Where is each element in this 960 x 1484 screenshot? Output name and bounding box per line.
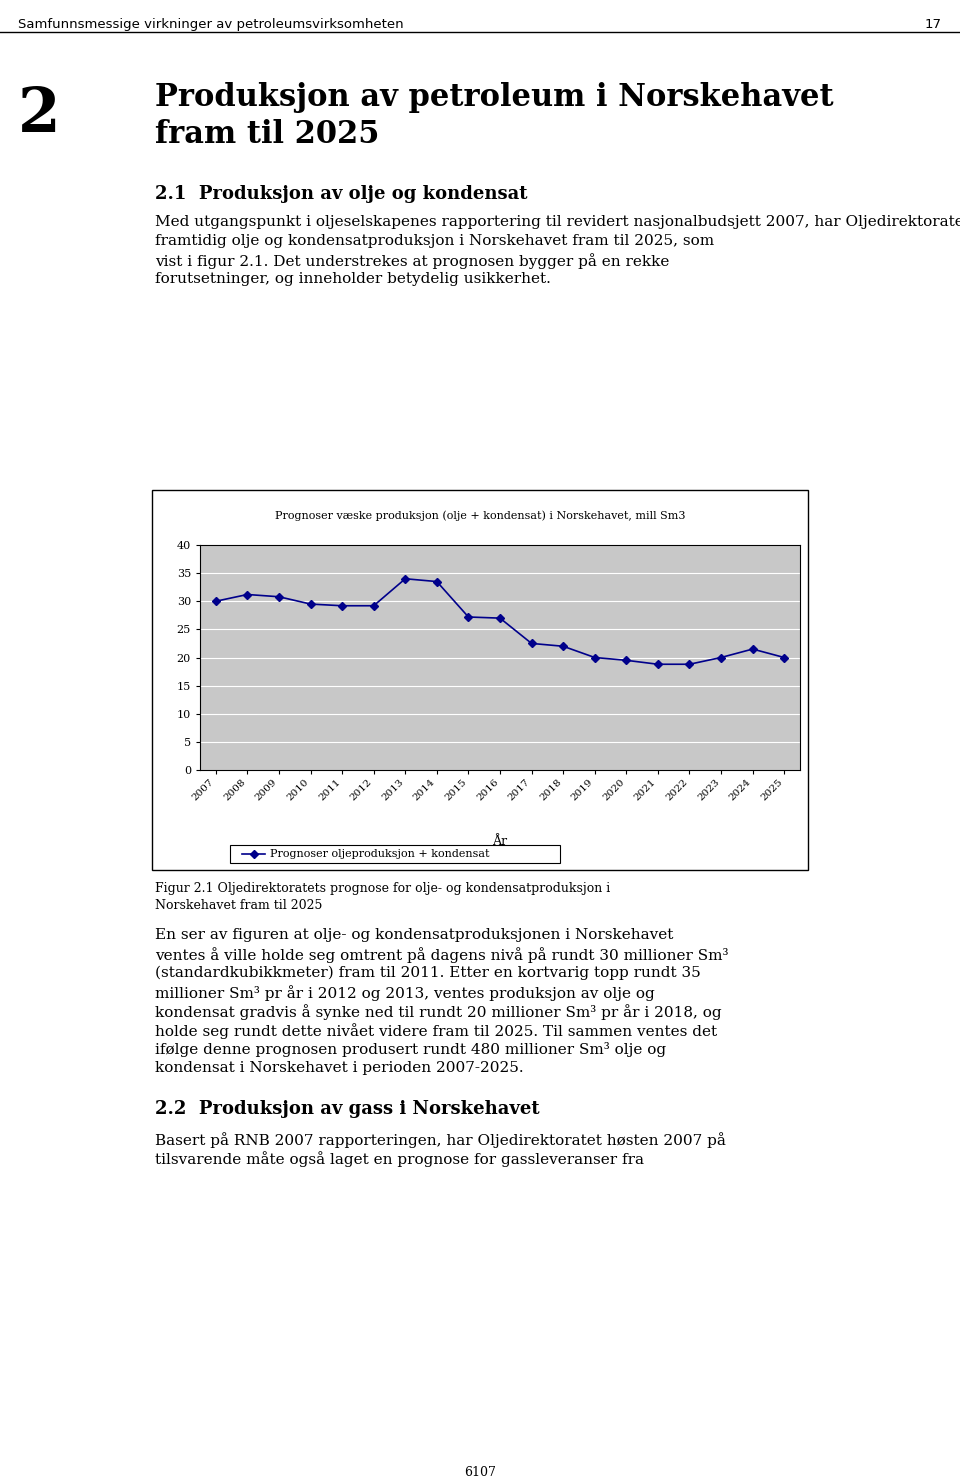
Text: forutsetninger, og inneholder betydelig usikkerhet.: forutsetninger, og inneholder betydelig … — [155, 272, 551, 286]
Text: kondensat gradvis å synke ned til rundt 20 millioner Sm³ pr år i 2018, og: kondensat gradvis å synke ned til rundt … — [155, 1005, 722, 1020]
Bar — [230, 844, 560, 864]
Text: (standardkubikkmeter) fram til 2011. Etter en kortvarig topp rundt 35: (standardkubikkmeter) fram til 2011. Ett… — [155, 966, 701, 981]
Text: holde seg rundt dette nivået videre fram til 2025. Til sammen ventes det: holde seg rundt dette nivået videre fram… — [155, 1022, 717, 1039]
Text: ifølge denne prognosen produsert rundt 480 millioner Sm³ olje og: ifølge denne prognosen produsert rundt 4… — [155, 1042, 666, 1057]
Text: 2: 2 — [18, 85, 60, 145]
Text: 2.2  Produksjon av gass i Norskehavet: 2.2 Produksjon av gass i Norskehavet — [155, 1100, 540, 1117]
Text: Samfunnsmessige virkninger av petroleumsvirksomheten: Samfunnsmessige virkninger av petroleums… — [18, 18, 403, 31]
Text: tilsvarende måte også laget en prognose for gassleveranser fra: tilsvarende måte også laget en prognose … — [155, 1152, 644, 1166]
Text: 6107: 6107 — [464, 1466, 496, 1480]
Text: År: År — [492, 835, 508, 847]
Text: ventes å ville holde seg omtrent på dagens nivå på rundt 30 millioner Sm³: ventes å ville holde seg omtrent på dage… — [155, 947, 729, 963]
Text: Med utgangspunkt i oljeselskapenes rapportering til revidert nasjonalbudsjett 20: Med utgangspunkt i oljeselskapenes rappo… — [155, 215, 960, 229]
Text: framtidig olje og kondensatproduksjon i Norskehavet fram til 2025, som: framtidig olje og kondensatproduksjon i … — [155, 234, 714, 248]
Text: Produksjon av petroleum i Norskehavet
fram til 2025: Produksjon av petroleum i Norskehavet fr… — [155, 82, 833, 150]
Text: 2.1  Produksjon av olje og kondensat: 2.1 Produksjon av olje og kondensat — [155, 186, 527, 203]
Text: En ser av figuren at olje- og kondensatproduksjonen i Norskehavet: En ser av figuren at olje- og kondensatp… — [155, 928, 673, 942]
Text: kondensat i Norskehavet i perioden 2007-2025.: kondensat i Norskehavet i perioden 2007-… — [155, 1061, 523, 1074]
Bar — [152, 490, 808, 870]
Text: Basert på RNB 2007 rapporteringen, har Oljedirektoratet høsten 2007 på: Basert på RNB 2007 rapporteringen, har O… — [155, 1132, 726, 1149]
Text: 17: 17 — [925, 18, 942, 31]
Text: vist i figur 2.1. Det understrekes at prognosen bygger på en rekke: vist i figur 2.1. Det understrekes at pr… — [155, 252, 669, 269]
Text: Prognoser væske produksjon (olje + kondensat) i Norskehavet, mill Sm3: Prognoser væske produksjon (olje + konde… — [275, 510, 685, 521]
Text: Figur 2.1 Oljedirektoratets prognose for olje- og kondensatproduksjon i: Figur 2.1 Oljedirektoratets prognose for… — [155, 881, 611, 895]
Text: Prognoser oljeproduksjon + kondensat: Prognoser oljeproduksjon + kondensat — [270, 849, 490, 859]
Text: millioner Sm³ pr år i 2012 og 2013, ventes produksjon av olje og: millioner Sm³ pr år i 2012 og 2013, vent… — [155, 985, 655, 1000]
Text: Norskehavet fram til 2025: Norskehavet fram til 2025 — [155, 899, 323, 913]
